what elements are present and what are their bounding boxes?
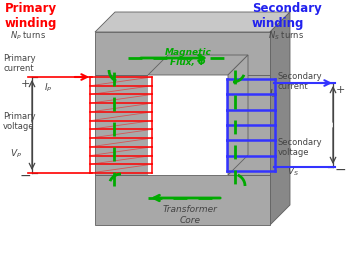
Text: Magnetic
Flux, Φ: Magnetic Flux, Φ xyxy=(164,48,211,67)
Polygon shape xyxy=(95,32,270,75)
Polygon shape xyxy=(95,175,270,225)
Text: −: − xyxy=(334,163,346,177)
Polygon shape xyxy=(228,55,248,175)
Text: Primary
current: Primary current xyxy=(3,54,36,73)
Text: +: + xyxy=(335,85,345,95)
Text: $V_S$: $V_S$ xyxy=(287,165,299,178)
Text: Secondary
winding: Secondary winding xyxy=(252,2,322,30)
Polygon shape xyxy=(228,75,270,175)
Text: −: − xyxy=(19,169,31,183)
Text: Secondary
voltage: Secondary voltage xyxy=(278,138,323,157)
Text: $N_S$ turns: $N_S$ turns xyxy=(268,30,304,43)
Text: Primary
winding: Primary winding xyxy=(5,2,57,30)
Text: $I_P$: $I_P$ xyxy=(44,82,52,94)
Polygon shape xyxy=(148,75,228,175)
Polygon shape xyxy=(95,75,148,175)
Text: +: + xyxy=(20,79,30,89)
Text: Transformer
Core: Transformer Core xyxy=(162,205,217,225)
Text: Primary
voltage: Primary voltage xyxy=(3,112,36,132)
Polygon shape xyxy=(95,12,290,32)
Polygon shape xyxy=(148,55,248,75)
Text: $I_S$: $I_S$ xyxy=(269,88,278,100)
Text: Secondary
current: Secondary current xyxy=(278,72,323,92)
Polygon shape xyxy=(270,12,290,225)
Text: $V_P$: $V_P$ xyxy=(10,148,22,160)
Text: $N_P$ turns: $N_P$ turns xyxy=(10,30,46,43)
